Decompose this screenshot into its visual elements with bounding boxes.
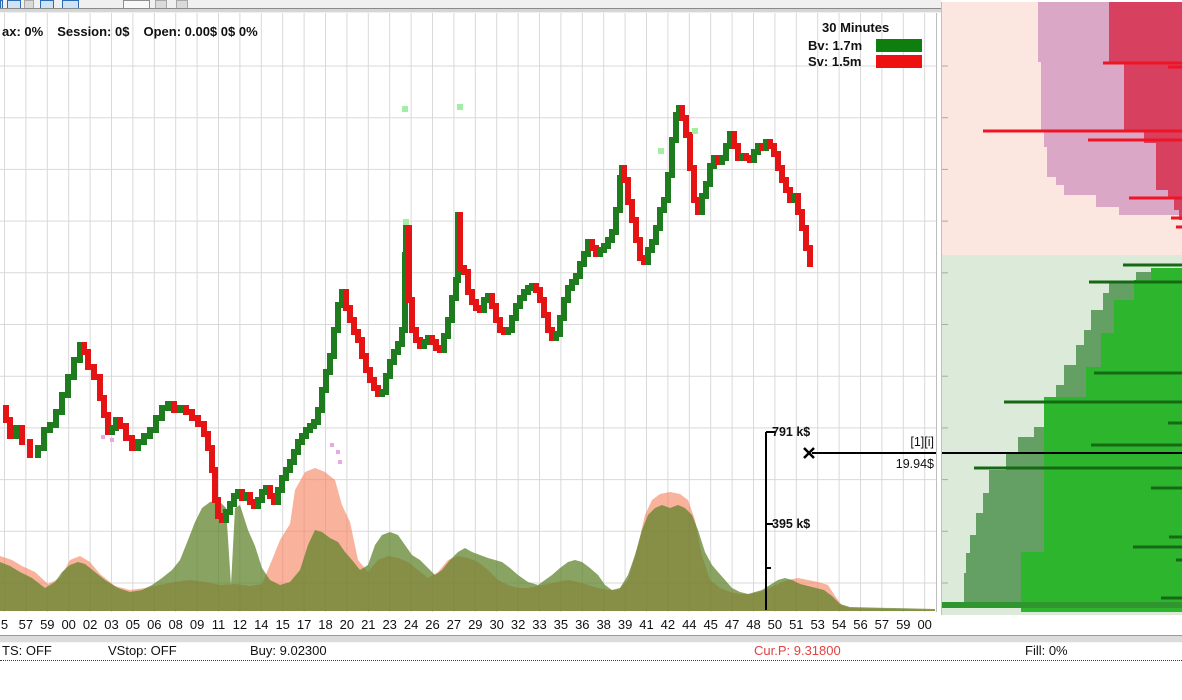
time-tick-label: 50 bbox=[767, 617, 783, 632]
time-tick-label: 45 bbox=[703, 617, 718, 632]
time-tick-label: 57 bbox=[874, 617, 890, 632]
volume-scale-top-label: 791 k$ bbox=[772, 425, 811, 439]
time-tick-label: 59 bbox=[40, 617, 55, 632]
session-value: Session: 0$ bbox=[57, 24, 130, 39]
time-tick-label: 17 bbox=[296, 617, 312, 632]
current-price-value: Cur.P: 9.31800 bbox=[754, 643, 841, 658]
open-value: Open: 0.00$ 0$ 0% bbox=[143, 24, 258, 39]
time-tick-label: 32 bbox=[510, 617, 526, 632]
time-tick-label: 56 bbox=[853, 617, 868, 632]
session-info-overlay: ax: 0% Session: 0$ Open: 0.00$ 0$ 0% bbox=[2, 24, 272, 39]
time-tick-label: 26 bbox=[425, 617, 440, 632]
time-tick-label: 35 bbox=[553, 617, 569, 632]
time-tick-label: 29 bbox=[468, 617, 483, 632]
vstop-status: VStop: OFF bbox=[108, 643, 177, 658]
status-bar-divider bbox=[0, 659, 1182, 661]
time-tick-label: 36 bbox=[575, 617, 590, 632]
chart-legend: 30 Minutes Bv: 1.7m Sv: 1.5m bbox=[808, 20, 938, 69]
trailing-stop-status: TS: OFF bbox=[2, 643, 52, 658]
time-tick-label: 15 bbox=[275, 617, 290, 632]
time-tick-label: 48 bbox=[746, 617, 761, 632]
toolbar-separator bbox=[0, 8, 941, 13]
time-tick-label: 23 bbox=[382, 617, 397, 632]
axis-separator bbox=[0, 635, 1182, 643]
status-bar: TS: OFF VStop: OFF Buy: 9.02300 Cur.P: 9… bbox=[0, 643, 1182, 659]
time-tick-label: 59 bbox=[896, 617, 911, 632]
order-price-label: 19.94$ bbox=[895, 457, 934, 471]
legend-timeframe: 30 Minutes bbox=[822, 20, 890, 35]
time-tick-label: 41 bbox=[639, 617, 654, 632]
time-tick-label: 06 bbox=[147, 617, 162, 632]
legend-sell-volume-row: Sv: 1.5m bbox=[808, 53, 938, 69]
time-tick-label: 05 bbox=[125, 617, 141, 632]
max-value: ax: 0% bbox=[2, 24, 44, 39]
sell-volume-swatch bbox=[876, 54, 922, 68]
time-tick-label: 09 bbox=[189, 617, 205, 632]
time-tick-label: 38 bbox=[596, 617, 611, 632]
time-tick-label: 20 bbox=[339, 617, 355, 632]
time-tick-label: 00 bbox=[917, 617, 932, 632]
time-tick-label: 02 bbox=[82, 617, 98, 632]
time-axis: 5 57 59 00 02 03 05 06 08 09 11 12 14 15 17 18 20 21 23 24 2… bbox=[0, 616, 941, 636]
time-tick-label: 12 bbox=[232, 617, 248, 632]
order-tag-label: [1][i] bbox=[910, 435, 934, 449]
time-tick-label: 39 bbox=[617, 617, 633, 632]
buy-volume-swatch bbox=[876, 38, 922, 52]
buy-price-value: Buy: 9.02300 bbox=[250, 643, 327, 658]
time-tick-label: 21 bbox=[361, 617, 376, 632]
legend-buy-volume-row: Bv: 1.7m bbox=[808, 37, 938, 53]
time-tick-label: 5 bbox=[0, 617, 9, 632]
time-tick-label: 03 bbox=[104, 617, 119, 632]
time-tick-label: 47 bbox=[724, 617, 740, 632]
time-tick-label: 54 bbox=[831, 617, 847, 632]
price-volume-chart[interactable] bbox=[0, 13, 936, 612]
time-tick-label: 44 bbox=[682, 617, 697, 632]
main-chart-area[interactable] bbox=[0, 13, 937, 612]
time-tick-label: 11 bbox=[211, 617, 226, 632]
time-tick-label: 53 bbox=[810, 617, 825, 632]
depth-panel[interactable] bbox=[941, 2, 1182, 615]
time-tick-label: 42 bbox=[660, 617, 676, 632]
fill-percent-value: Fill: 0% bbox=[1025, 643, 1068, 658]
time-tick-label: 33 bbox=[532, 617, 547, 632]
time-tick-label: 08 bbox=[168, 617, 183, 632]
time-tick-label: 14 bbox=[254, 617, 269, 632]
time-tick-label: 30 bbox=[489, 617, 504, 632]
order-book-depth-chart[interactable] bbox=[942, 2, 1182, 615]
volume-scale-mid-label: 395 k$ bbox=[772, 517, 811, 531]
legend-sell-volume-label: Sv: 1.5m bbox=[808, 53, 862, 69]
time-tick-label: 18 bbox=[318, 617, 333, 632]
toolbar-fragment bbox=[0, 0, 941, 10]
time-tick-label: 51 bbox=[789, 617, 804, 632]
time-tick-label: 24 bbox=[403, 617, 419, 632]
legend-buy-volume-label: Bv: 1.7m bbox=[808, 37, 863, 53]
time-tick-label: 27 bbox=[446, 617, 462, 632]
time-tick-label: 57 bbox=[18, 617, 34, 632]
time-tick-label: 00 bbox=[61, 617, 76, 632]
